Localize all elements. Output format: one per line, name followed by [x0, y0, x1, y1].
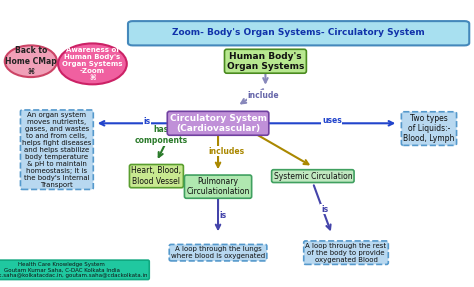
Text: include: include	[247, 91, 279, 100]
Text: includes: includes	[209, 147, 245, 156]
Ellipse shape	[5, 45, 57, 77]
Ellipse shape	[58, 43, 127, 84]
Text: Pulmonary
Circulationlation: Pulmonary Circulationlation	[186, 177, 250, 196]
Text: is: is	[143, 117, 151, 127]
Text: Awareness of
Human Body's
Organ Systems
-Zoom
⌘: Awareness of Human Body's Organ Systems …	[62, 47, 123, 81]
Text: Heart, Blood,
Blood Vessel: Heart, Blood, Blood Vessel	[131, 166, 182, 186]
Text: A loop through the lungs
where blood is oxygenated: A loop through the lungs where blood is …	[171, 246, 265, 259]
Text: has
components: has components	[135, 125, 188, 145]
Text: uses: uses	[322, 116, 342, 125]
Text: Health Care Knowledge System
Goutam Kumar Saha, C-DAC Kolkata India
goutam.k.sah: Health Care Knowledge System Goutam Kuma…	[0, 261, 148, 278]
Text: Zoom- Body's Organ Systems- Circulatory System: Zoom- Body's Organ Systems- Circulatory …	[172, 28, 425, 38]
Text: is: is	[321, 205, 328, 214]
Text: A loop through the rest
of the body to provide
oxygenated Blood: A loop through the rest of the body to p…	[305, 243, 387, 263]
Text: Human Body's
Organ Systems: Human Body's Organ Systems	[227, 52, 304, 71]
Text: Back to
Home CMap
⌘: Back to Home CMap ⌘	[5, 46, 57, 76]
Text: Two types
of Liquids:-
Blood, Lymph: Two types of Liquids:- Blood, Lymph	[403, 114, 455, 144]
Text: Circulatory System
(Cardiovascular): Circulatory System (Cardiovascular)	[170, 114, 266, 133]
FancyBboxPatch shape	[128, 21, 469, 45]
Text: An organ system
moves nutrients,
gases, and wastes
to and from cells,
helps figh: An organ system moves nutrients, gases, …	[22, 112, 91, 188]
Text: is: is	[219, 211, 227, 220]
Text: Systemic Circulation: Systemic Circulation	[273, 172, 352, 181]
